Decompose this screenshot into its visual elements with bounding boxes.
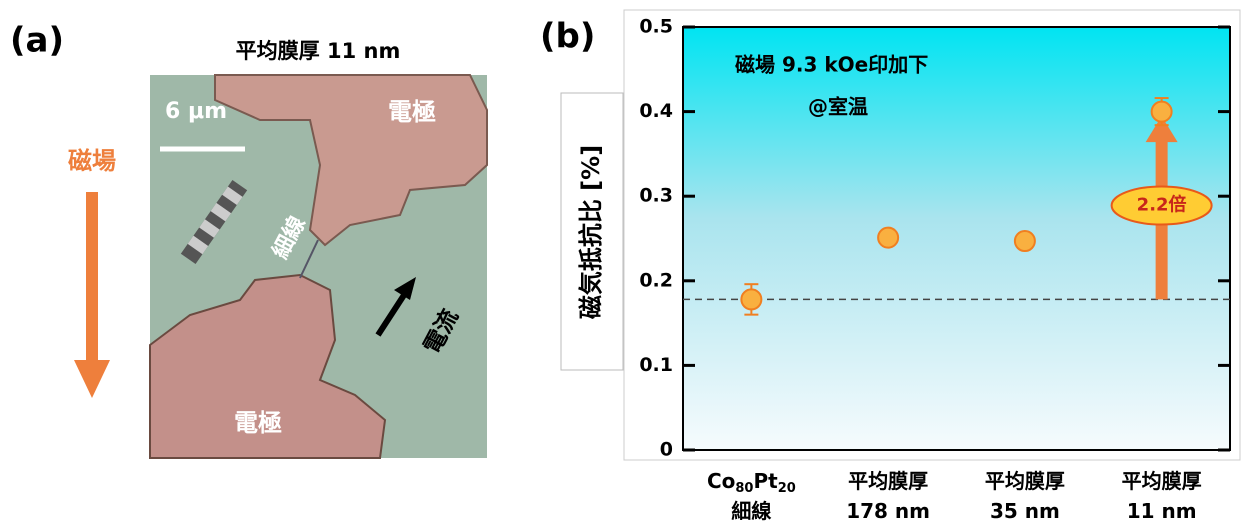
electrode-label: 電極 <box>388 98 436 126</box>
label-line: 平均膜厚 <box>1122 469 1202 493</box>
label-line: 178 nm <box>846 499 930 523</box>
figure: (a) 平均膜厚 11 nm 6 μm 電極 電極 細線 電流 磁場 (b) 磁… <box>0 0 1242 524</box>
label-line: 11 nm <box>1127 499 1197 523</box>
label-part: Co <box>707 469 735 493</box>
label-line: 平均膜厚 <box>848 469 928 493</box>
label-line: 35 nm <box>990 499 1060 523</box>
marker <box>1152 102 1172 122</box>
annotation: @室温 <box>808 95 868 119</box>
y-tick-label: 0 <box>660 439 673 461</box>
y-axis-label: 磁気抵抗比 [%] <box>577 145 605 319</box>
label-part: 80 <box>735 481 753 496</box>
label-line: 平均膜厚 <box>985 469 1065 493</box>
label-part: 20 <box>778 481 796 496</box>
label-part: Pt <box>753 469 778 493</box>
field-arrow <box>86 192 98 362</box>
y-tick-label: 0.4 <box>639 100 673 122</box>
panel-title: 平均膜厚 11 nm <box>236 39 401 63</box>
x-tick-label: 平均膜厚 178 nm <box>846 469 930 523</box>
electrode-label: 電極 <box>234 409 282 437</box>
scale-label: 6 μm <box>165 99 227 124</box>
x-tick-label: 平均膜厚 35 nm <box>985 469 1065 523</box>
field-arrow-head <box>74 360 110 398</box>
y-tick-label: 0.2 <box>639 269 673 291</box>
annotation: 磁場 9.3 kOe印加下 <box>735 53 928 77</box>
x-tick-label: 平均膜厚 11 nm <box>1122 469 1202 523</box>
marker <box>741 289 761 309</box>
panel-label: (a) <box>10 21 64 61</box>
ratio-label: 2.2倍 <box>1137 194 1187 216</box>
marker <box>1015 231 1035 251</box>
label-line: 細線 <box>731 499 771 523</box>
y-tick-label: 0.1 <box>639 354 673 376</box>
label-line: Co80Pt20 <box>707 469 796 496</box>
y-tick-label: 0.5 <box>639 16 673 38</box>
marker <box>878 228 898 248</box>
field-label: 磁場 <box>68 147 116 175</box>
plot-area <box>683 27 1230 450</box>
panel-label: (b) <box>540 17 595 57</box>
y-tick-label: 0.3 <box>639 185 673 207</box>
x-tick-label: Co80Pt20 細線 <box>707 469 796 523</box>
